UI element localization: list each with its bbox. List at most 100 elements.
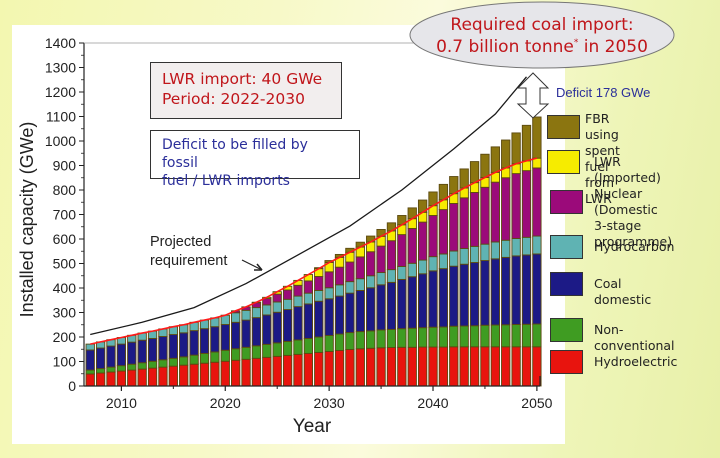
bar-segment-hydrocarbon-2031 <box>334 284 345 297</box>
domestic-plus-lwr-top-line <box>90 157 538 345</box>
bar-stack-2017 <box>189 321 199 387</box>
bar-segment-coal-domestic-2024 <box>262 314 272 345</box>
legend-swatch <box>547 150 580 174</box>
legend-swatch <box>550 190 583 214</box>
bar-segment-nuclear-domestic-3-stage-programme-2027 <box>293 284 303 297</box>
bar-segment-nuclear-domestic-3-stage-programme-2025 <box>272 293 282 303</box>
bar-segment-nuclear-domestic-3-stage-programme-2034 <box>366 251 376 277</box>
bar-segment-hydroelectric-2016 <box>179 364 189 387</box>
bar-segment-non-conventional-2034 <box>366 330 376 349</box>
legend-label: Coal domestic <box>594 276 652 307</box>
bar-stack-2044 <box>469 161 480 387</box>
y-tick-label-300: 300 <box>53 305 77 321</box>
bar-stack-2031 <box>334 253 345 387</box>
bar-segment-non-conventional-2020 <box>220 349 230 362</box>
bar-segment-hydroelectric-2026 <box>282 354 293 387</box>
bar-segment-non-conventional-2024 <box>262 343 272 358</box>
bar-segment-nuclear-domestic-3-stage-programme-2045 <box>480 186 490 245</box>
bar-segment-nuclear-domestic-3-stage-programme-2049 <box>521 170 532 238</box>
bar-segment-hydroelectric-2048 <box>511 346 521 387</box>
bar-segment-coal-domestic-2047 <box>501 256 511 326</box>
bar-stack-2022 <box>241 306 251 387</box>
projected-label-2: requirement <box>150 253 227 269</box>
bar-segment-coal-domestic-2033 <box>355 290 365 333</box>
axes-group: 0 100 200 300 400 500 600 700 800 900 1000 1100 1200… <box>17 35 553 437</box>
bar-segment-hydroelectric-2013 <box>147 367 158 387</box>
bar-segment-coal-domestic-2012 <box>137 339 147 364</box>
lines-group <box>90 76 527 336</box>
y-tick-label-1100: 1100 <box>46 109 76 125</box>
bar-stack-2011 <box>127 334 137 387</box>
bar-stack-2025 <box>272 291 282 387</box>
bar-segment-coal-domestic-2042 <box>449 265 459 327</box>
bar-segment-non-conventional-2035 <box>376 329 386 349</box>
bar-stack-2027 <box>293 279 303 387</box>
bar-segment-non-conventional-2010 <box>116 365 127 372</box>
bar-segment-hydrocarbon-2032 <box>345 281 355 294</box>
bar-stack-2015 <box>168 326 178 387</box>
bar-segment-non-conventional-2017 <box>189 354 199 365</box>
bar-segment-coal-domestic-2028 <box>303 303 314 339</box>
bar-segment-coal-domestic-2043 <box>459 263 469 327</box>
bar-stack-2035 <box>376 228 386 387</box>
bar-segment-non-conventional-2031 <box>334 333 345 351</box>
bar-segment-non-conventional-2012 <box>137 362 147 370</box>
bar-segment-coal-domestic-2049 <box>521 254 532 325</box>
bar-segment-hydroelectric-2012 <box>137 368 147 387</box>
legend-swatch <box>550 318 583 342</box>
bar-stack-2033 <box>355 241 365 387</box>
bar-segment-hydrocarbon-2048 <box>511 238 521 257</box>
projected-requirement-line <box>90 76 527 336</box>
bar-stack-2008 <box>95 341 106 387</box>
bar-segment-hydrocarbon-2038 <box>407 262 417 278</box>
bar-segment-hydrocarbon-2040 <box>428 256 438 272</box>
bar-segment-hydroelectric-2022 <box>241 358 251 387</box>
bar-segment-non-conventional-2019 <box>210 351 220 363</box>
bar-segment-non-conventional-2038 <box>407 327 417 348</box>
bar-segment-nuclear-domestic-3-stage-programme-2032 <box>345 261 355 283</box>
bar-stack-2012 <box>137 332 147 387</box>
bar-stack-2018 <box>199 319 210 387</box>
bar-segment-non-conventional-2036 <box>386 328 397 348</box>
bar-segment-coal-domestic-2034 <box>366 287 376 332</box>
callout-line2: 0.7 billion tonne* in 2050 <box>436 37 648 57</box>
bar-segment-hydroelectric-2041 <box>438 346 449 387</box>
bar-stack-2046 <box>490 146 500 387</box>
y-tick-label-900: 900 <box>53 158 77 174</box>
bar-segment-hydrocarbon-2023 <box>251 307 262 319</box>
bar-segment-nuclear-domestic-3-stage-programme-2048 <box>511 173 521 239</box>
x-tick-label-2040: 2040 <box>417 395 448 411</box>
legend-swatch <box>550 350 583 374</box>
bar-segment-nuclear-domestic-3-stage-programme-2047 <box>501 177 511 241</box>
y-tick-label-800: 800 <box>53 182 77 198</box>
bar-stack-2043 <box>459 168 469 387</box>
bar-stack-2007 <box>85 343 95 387</box>
bar-segment-nuclear-domestic-3-stage-programme-2036 <box>386 240 397 271</box>
legend-label: Hydrocarbon <box>594 239 675 254</box>
bar-segment-hydroelectric-2034 <box>366 347 376 387</box>
bar-segment-hydrocarbon-2030 <box>324 287 334 300</box>
bar-segment-coal-domestic-2035 <box>376 284 386 331</box>
bar-segment-non-conventional-2041 <box>438 326 449 348</box>
bar-segment-hydrocarbon-2041 <box>438 253 449 270</box>
bar-segment-hydroelectric-2018 <box>199 362 210 387</box>
bar-segment-nuclear-domestic-3-stage-programme-2033 <box>355 256 365 280</box>
bar-segment-non-conventional-2050 <box>532 323 542 348</box>
bar-segment-coal-domestic-2048 <box>511 255 521 325</box>
bar-segment-coal-domestic-2010 <box>116 343 127 367</box>
bar-segment-hydroelectric-2036 <box>386 347 397 387</box>
bar-segment-non-conventional-2008 <box>95 368 106 374</box>
bar-segment-hydrocarbon-2007 <box>85 343 95 351</box>
bar-segment-non-conventional-2021 <box>231 348 241 361</box>
bar-segment-hydrocarbon-2045 <box>480 243 490 262</box>
x-tick-label-2030: 2030 <box>314 395 345 411</box>
bar-segment-non-conventional-2046 <box>490 324 500 348</box>
bar-segment-non-conventional-2029 <box>314 336 324 353</box>
y-tick-label-500: 500 <box>53 256 77 272</box>
bar-segment-non-conventional-2022 <box>241 346 251 360</box>
legend-swatch <box>550 272 583 296</box>
bar-segment-coal-domestic-2045 <box>480 260 490 326</box>
legend-label: Hydroelectric <box>594 354 678 369</box>
bar-stack-2030 <box>324 260 334 387</box>
projected-pointer <box>241 259 263 271</box>
